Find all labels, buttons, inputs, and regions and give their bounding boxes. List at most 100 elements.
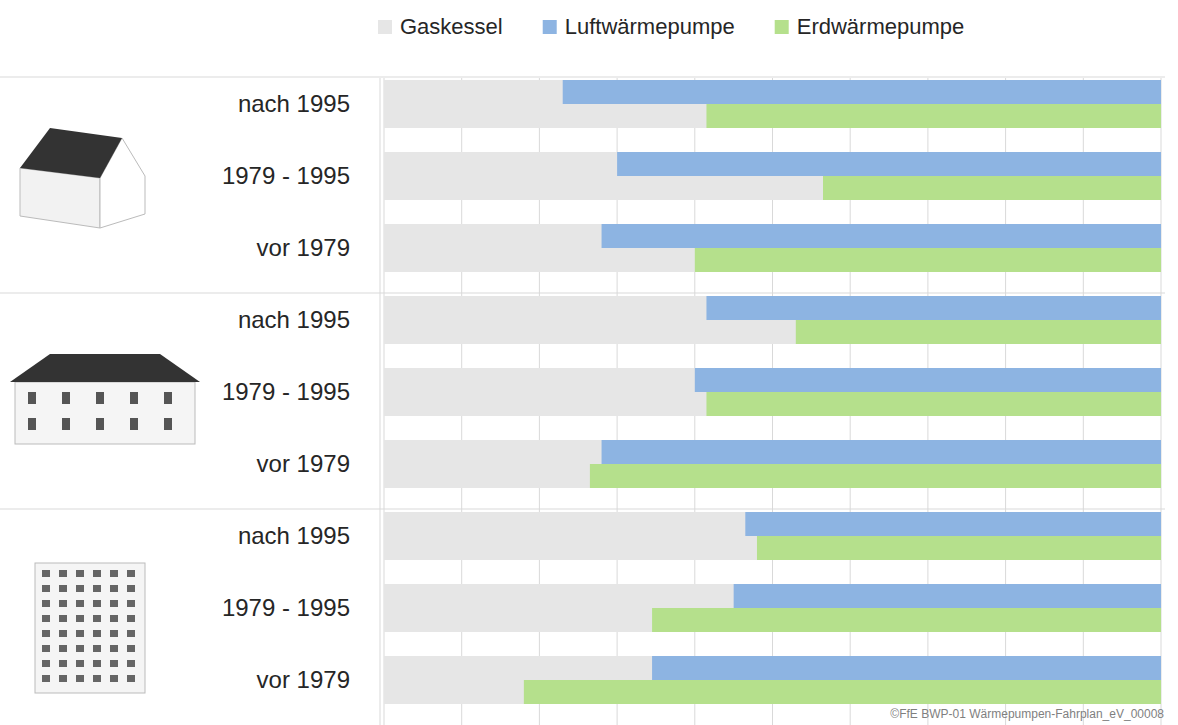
window [42, 570, 50, 577]
category-label: nach 1995 [238, 522, 350, 549]
group-separator [0, 77, 1165, 78]
window [62, 392, 70, 404]
bar-erd [796, 320, 1161, 344]
bars [384, 80, 1161, 704]
window [127, 645, 135, 652]
window [127, 600, 135, 607]
source: ©FfE BWP-01 Wärmepumpen-Fahrplan_eV_0000… [890, 707, 1164, 721]
window [76, 645, 84, 652]
bar-erd [695, 248, 1161, 272]
bar-luft [652, 656, 1161, 680]
window [76, 675, 84, 682]
category-label: vor 1979 [257, 234, 350, 261]
building-icon [35, 563, 145, 693]
window [96, 418, 104, 430]
window [42, 675, 50, 682]
legend-swatch [775, 20, 789, 34]
bar-luft [602, 224, 1161, 248]
bar-erd [524, 680, 1161, 704]
window [59, 600, 67, 607]
legend-label: Gaskessel [400, 14, 503, 39]
bar-luft [563, 80, 1161, 104]
window [59, 645, 67, 652]
bar-luft [602, 440, 1161, 464]
window [110, 585, 118, 592]
window [130, 392, 138, 404]
bar-erd [706, 104, 1161, 128]
window [110, 660, 118, 667]
bar-gaskessel [384, 152, 1161, 200]
window [127, 630, 135, 637]
bar-luft [745, 512, 1161, 536]
window [110, 630, 118, 637]
building-icon [10, 354, 200, 444]
bar-erd [652, 608, 1161, 632]
building-icon [20, 128, 145, 228]
category-label: vor 1979 [257, 450, 350, 477]
window [59, 585, 67, 592]
window [76, 630, 84, 637]
category-label: nach 1995 [238, 90, 350, 117]
category-label: 1979 - 1995 [222, 378, 350, 405]
bar-luft [706, 296, 1161, 320]
window [93, 675, 101, 682]
group-separator [0, 509, 1165, 510]
window [93, 615, 101, 622]
window [42, 585, 50, 592]
window [127, 570, 135, 577]
window [110, 600, 118, 607]
window [28, 392, 36, 404]
category-label: 1979 - 1995 [222, 594, 350, 621]
wall [20, 168, 100, 228]
window [59, 675, 67, 682]
window [28, 418, 36, 430]
legend-swatch [378, 20, 392, 34]
wall [15, 382, 195, 444]
wall [35, 563, 145, 693]
window [76, 570, 84, 577]
bar-gaskessel [384, 80, 1161, 128]
legend-label: Erdwärmepumpe [797, 14, 965, 39]
window [59, 615, 67, 622]
window [93, 660, 101, 667]
window [127, 660, 135, 667]
bar-luft [695, 368, 1161, 392]
axis-line [380, 78, 381, 725]
window [93, 585, 101, 592]
bar-gaskessel [384, 440, 1161, 488]
window [110, 570, 118, 577]
window [127, 615, 135, 622]
window [76, 600, 84, 607]
window [76, 660, 84, 667]
roof [20, 128, 122, 178]
window [93, 570, 101, 577]
window [164, 418, 172, 430]
bar-erd [590, 464, 1161, 488]
roof [10, 354, 200, 382]
window [164, 392, 172, 404]
window [93, 645, 101, 652]
window [130, 418, 138, 430]
bar-gaskessel [384, 656, 1161, 704]
category-label: 1979 - 1995 [222, 162, 350, 189]
window [59, 570, 67, 577]
legend-swatch [543, 20, 557, 34]
window [93, 600, 101, 607]
window [42, 600, 50, 607]
bar-luft [617, 152, 1161, 176]
category-label: vor 1979 [257, 666, 350, 693]
bar-gaskessel [384, 224, 1161, 272]
bar-gaskessel [384, 512, 1161, 560]
window [127, 675, 135, 682]
category-label: nach 1995 [238, 306, 350, 333]
window [110, 615, 118, 622]
window [42, 630, 50, 637]
bar-gaskessel [384, 296, 1161, 344]
bar-erd [706, 392, 1161, 416]
window [127, 585, 135, 592]
bar-gaskessel [384, 368, 1161, 416]
window [110, 675, 118, 682]
window [93, 630, 101, 637]
bar-luft [734, 584, 1161, 608]
window [42, 615, 50, 622]
